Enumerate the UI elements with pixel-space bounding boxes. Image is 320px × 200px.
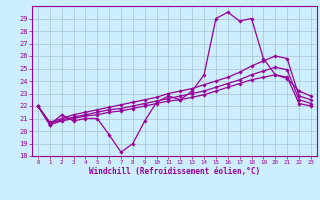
X-axis label: Windchill (Refroidissement éolien,°C): Windchill (Refroidissement éolien,°C) [89, 167, 260, 176]
